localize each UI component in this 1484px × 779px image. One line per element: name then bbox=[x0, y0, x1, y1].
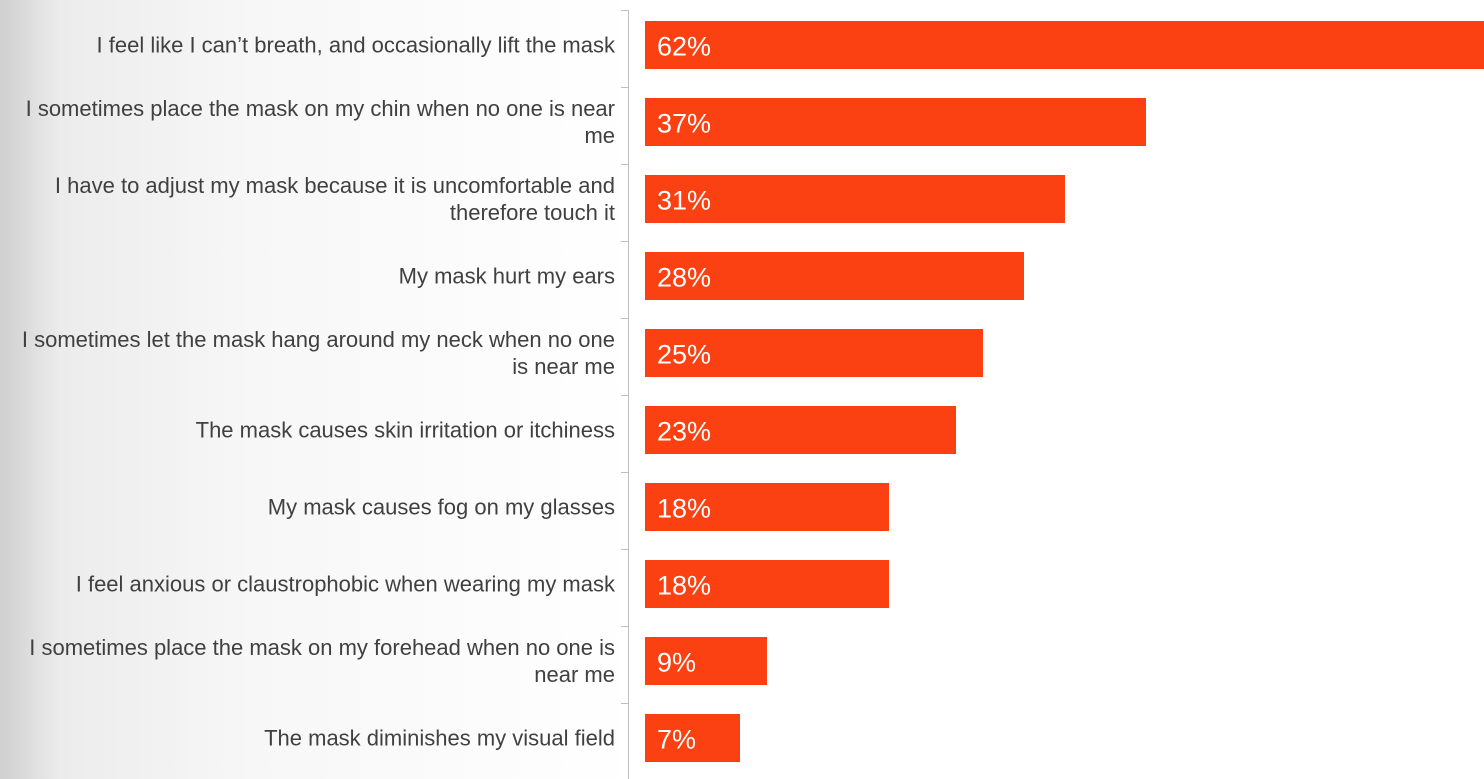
category-tick bbox=[621, 472, 629, 473]
bar bbox=[645, 328, 984, 377]
category-tick bbox=[621, 164, 629, 165]
bar bbox=[645, 251, 1024, 300]
category-label: I sometimes place the mask on my chin wh… bbox=[25, 95, 615, 148]
value-label: 28% bbox=[657, 262, 712, 292]
category-tick bbox=[621, 626, 629, 627]
category-tick bbox=[621, 318, 629, 319]
bar bbox=[645, 636, 767, 685]
category-tick bbox=[621, 87, 629, 88]
bar bbox=[645, 174, 1065, 223]
bar bbox=[645, 559, 889, 608]
value-label: 18% bbox=[657, 493, 712, 523]
category-label: I feel anxious or claustrophobic when we… bbox=[75, 571, 615, 596]
category-tick bbox=[621, 703, 629, 704]
value-label: 25% bbox=[657, 339, 712, 369]
value-label: 7% bbox=[657, 724, 697, 754]
bar bbox=[645, 482, 889, 531]
category-label: The mask diminishes my visual field bbox=[264, 725, 615, 750]
value-label: 18% bbox=[657, 570, 712, 600]
bar bbox=[645, 405, 957, 454]
value-label: 37% bbox=[657, 108, 712, 138]
category-tick bbox=[621, 395, 629, 396]
category-label: I have to adjust my mask because it is u… bbox=[54, 172, 615, 225]
category-label: My mask hurt my ears bbox=[398, 263, 615, 288]
category-label: I sometimes place the mask on my forehea… bbox=[29, 634, 615, 687]
category-tick bbox=[621, 549, 629, 550]
category-tick bbox=[621, 241, 629, 242]
category-label: I feel like I can’t breath, and occasion… bbox=[96, 32, 615, 57]
category-axis bbox=[628, 10, 629, 779]
bar bbox=[645, 97, 1146, 146]
bar bbox=[645, 20, 1484, 69]
bar bbox=[645, 713, 740, 762]
value-label: 31% bbox=[657, 185, 712, 215]
category-label: I sometimes let the mask hang around my … bbox=[21, 326, 615, 379]
category-tick bbox=[621, 10, 629, 11]
value-label: 62% bbox=[657, 31, 712, 61]
category-label: My mask causes fog on my glasses bbox=[267, 494, 615, 519]
category-label: The mask causes skin irritation or itchi… bbox=[195, 417, 615, 442]
value-label: 23% bbox=[657, 416, 712, 446]
value-label: 9% bbox=[657, 647, 697, 677]
